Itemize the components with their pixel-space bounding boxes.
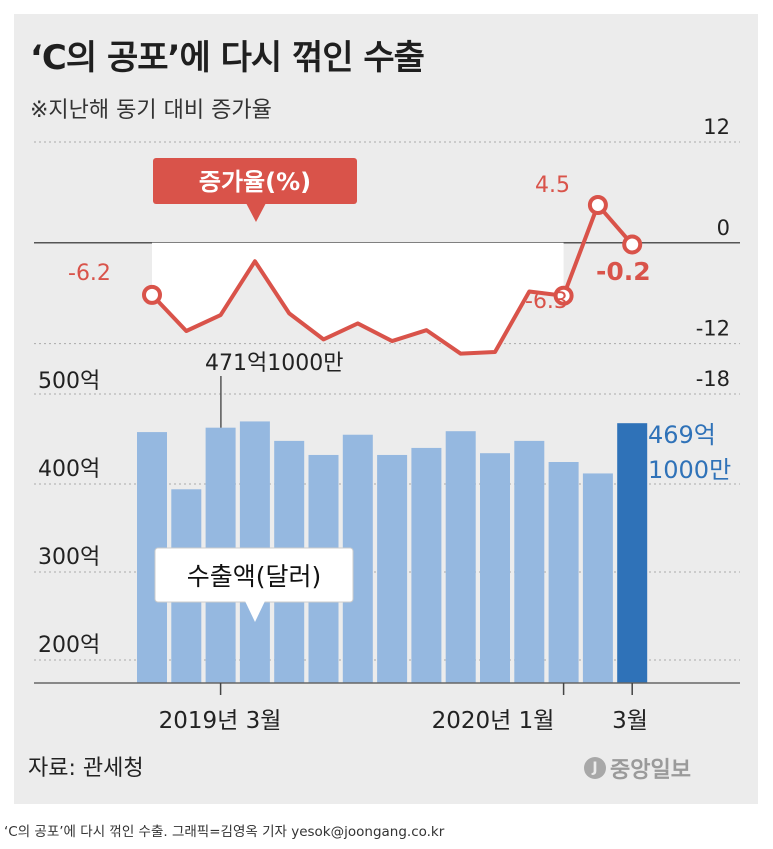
line-legend-label: 증가율(%) <box>199 168 311 196</box>
bar-legend-label: 수출액(달러) <box>187 562 322 591</box>
growth-rate-line <box>150 203 634 356</box>
line-point-marker <box>142 284 162 305</box>
bar <box>617 423 648 683</box>
line-legend-pointer <box>246 203 266 222</box>
logo-text: 중앙일보 <box>610 758 691 783</box>
x-axis-label: 2019년 3월 <box>159 708 282 734</box>
line-legend-box <box>153 158 357 204</box>
bar <box>411 447 442 683</box>
data-label: -0.2 <box>596 257 651 286</box>
line-y-tick-label: -12 <box>696 317 730 341</box>
line-y-tick-label: 12 <box>703 115 730 139</box>
bar-y-tick-label: 500억 <box>38 369 100 394</box>
line-point-marker <box>622 234 643 255</box>
bar <box>514 440 545 683</box>
bar <box>582 473 613 683</box>
x-axis-label: 2020년 1월 <box>432 708 555 734</box>
line-point-marker <box>587 195 608 215</box>
chart-title: ‘C의 공포’에 다시 꺾인 수출 <box>30 38 425 78</box>
bar-y-tick-label: 400억 <box>38 457 100 482</box>
x-axis-label: 3월 <box>612 708 648 734</box>
line-y-tick-label: 0 <box>717 216 730 240</box>
chart-subtitle: ※지난해 동기 대비 증가율 <box>30 98 272 123</box>
bar <box>480 453 510 683</box>
data-label: -6.3 <box>525 289 568 314</box>
data-label: 469억 <box>648 421 716 449</box>
logo-j-icon: J <box>584 757 606 779</box>
publisher-logo: J 중앙일보 <box>584 752 691 784</box>
data-label: 471억1000만 <box>205 351 343 376</box>
line-area-fill <box>152 242 564 354</box>
bar-y-tick-label: 200억 <box>38 633 100 658</box>
data-label: 1000만 <box>648 456 731 484</box>
line-y-tick-label: -18 <box>696 367 730 391</box>
line-point-marker <box>553 285 574 306</box>
bar-y-tick-label: 300억 <box>38 545 100 570</box>
source-note: 자료: 관세청 <box>28 756 144 781</box>
data-label: -6.2 <box>68 261 111 286</box>
caption-credit: ‘C의 공포’에 다시 꺾인 수출. 그래픽=김영옥 기자 yesok@joon… <box>4 824 445 840</box>
bar <box>445 431 476 683</box>
bar <box>377 454 408 683</box>
bar <box>548 462 579 683</box>
data-label: 4.5 <box>535 173 570 198</box>
bar-legend-pointer <box>245 601 265 622</box>
